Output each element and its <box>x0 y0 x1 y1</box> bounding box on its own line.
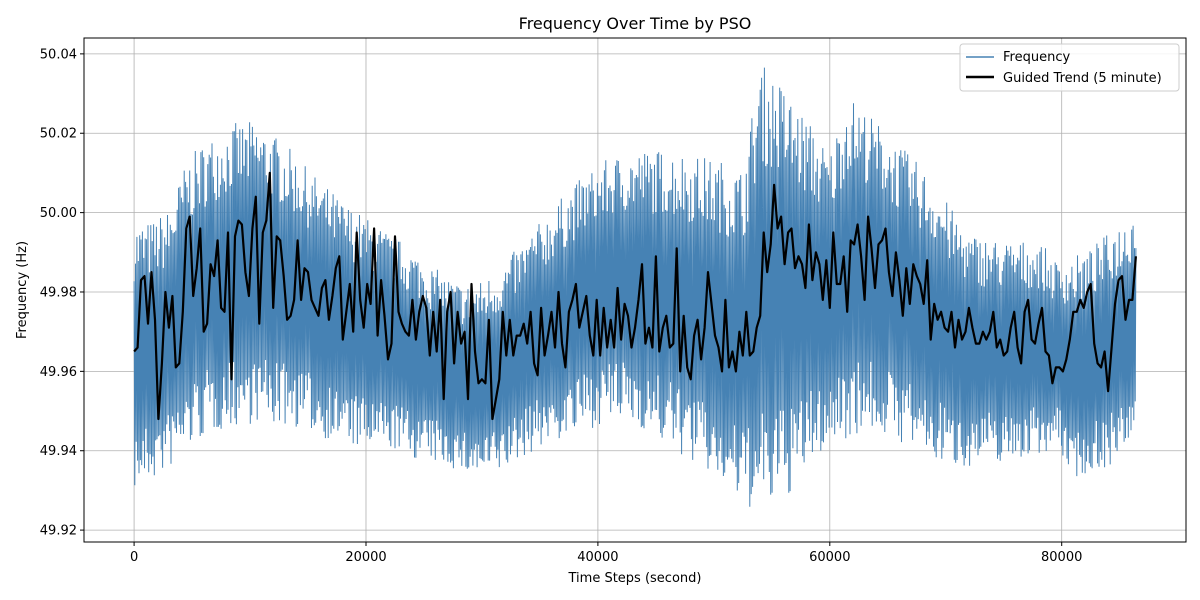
chart-title: Frequency Over Time by PSO <box>519 14 752 33</box>
legend-label-trend: Guided Trend (5 minute) <box>1003 71 1162 86</box>
y-axis-label: Frequency (Hz) <box>15 241 30 339</box>
x-axis-ticks: 0 20000 40000 60000 80000 <box>130 542 1082 565</box>
y-axis-ticks: 49.92 49.94 49.96 49.98 50.00 50.02 50.04 <box>40 47 84 539</box>
x-tick-label: 0 <box>130 550 138 565</box>
trend-series <box>133 171 1137 421</box>
x-tick-label: 80000 <box>1041 550 1082 565</box>
y-tick-label: 50.02 <box>40 127 77 142</box>
legend-label-frequency: Frequency <box>1003 50 1070 65</box>
y-tick-label: 50.00 <box>40 206 77 221</box>
y-tick-label: 50.04 <box>40 47 77 62</box>
y-tick-label: 49.98 <box>40 285 77 300</box>
y-tick-label: 49.92 <box>40 524 77 539</box>
x-tick-label: 20000 <box>345 550 386 565</box>
x-axis-label: Time Steps (second) <box>568 571 702 586</box>
y-tick-label: 49.94 <box>40 444 77 459</box>
legend-box <box>959 43 1180 92</box>
y-tick-label: 49.96 <box>40 365 77 380</box>
x-tick-label: 60000 <box>809 550 850 565</box>
frequency-line <box>133 67 1137 507</box>
legend: Frequency Guided Trend (5 minute) <box>959 43 1180 92</box>
x-tick-label: 40000 <box>577 550 618 565</box>
trend-line <box>133 171 1137 421</box>
frequency-series <box>133 67 1137 507</box>
plot-frame <box>83 37 1187 543</box>
